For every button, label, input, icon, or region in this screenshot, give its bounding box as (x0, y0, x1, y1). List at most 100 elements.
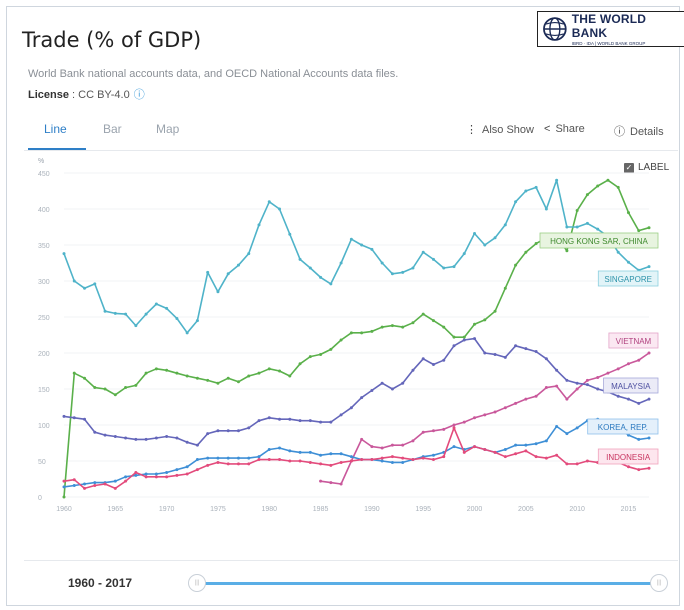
data-point (442, 358, 446, 362)
x-tick-label: 2005 (518, 506, 534, 513)
data-point (206, 456, 210, 460)
data-point (575, 426, 579, 430)
data-point (462, 338, 466, 342)
series-label: SINGAPORE (604, 275, 652, 284)
data-point (267, 200, 271, 204)
data-point (544, 439, 548, 443)
label-toggle-text: LABEL (638, 162, 670, 173)
data-point (236, 429, 240, 433)
details-button[interactable]: ⓘ Details (614, 123, 664, 139)
data-point (62, 479, 66, 483)
data-point (134, 324, 138, 328)
data-point (349, 459, 353, 463)
data-point (585, 383, 589, 387)
data-point (514, 344, 518, 348)
data-point (575, 208, 579, 212)
y-tick-label: 0 (38, 495, 42, 502)
data-point (93, 483, 97, 487)
data-point (247, 456, 251, 460)
share-button[interactable]: < Share (544, 123, 585, 135)
y-tick-label: 300 (38, 279, 50, 286)
data-point (216, 460, 220, 464)
data-point (616, 367, 620, 371)
data-point (421, 430, 425, 434)
label-toggle[interactable]: ✓ LABEL (624, 162, 669, 173)
data-point (206, 463, 210, 467)
data-point (360, 331, 364, 335)
data-point (144, 475, 148, 479)
data-point (278, 446, 282, 450)
year-range-slider[interactable] (196, 582, 658, 585)
tab-line[interactable]: Line (44, 122, 67, 136)
slider-start-handle[interactable]: ||| (188, 574, 206, 592)
data-point (339, 460, 343, 464)
data-point (83, 376, 87, 380)
y-tick-label: 450 (38, 171, 50, 178)
data-point (473, 337, 477, 341)
data-point (144, 312, 148, 316)
data-point (421, 250, 425, 254)
data-point (298, 450, 302, 454)
also-show-button[interactable]: ⋮ Also Show (466, 123, 534, 136)
data-point (390, 324, 394, 328)
data-point (103, 387, 107, 391)
data-point (380, 456, 384, 460)
data-point (452, 426, 456, 430)
also-show-label: Also Show (482, 124, 534, 136)
data-point (298, 419, 302, 423)
data-point (493, 450, 497, 454)
x-tick-label: 1980 (261, 506, 277, 513)
data-point (72, 416, 76, 420)
data-point (113, 393, 117, 397)
data-point (452, 265, 456, 269)
x-tick-label: 1975 (210, 506, 226, 513)
data-point (298, 362, 302, 366)
data-point (72, 371, 76, 375)
data-point (452, 335, 456, 339)
series-label: INDONESIA (606, 453, 651, 462)
data-point (93, 282, 97, 286)
data-point (83, 417, 87, 421)
data-point (226, 462, 230, 466)
data-point (493, 352, 497, 356)
data-point (575, 387, 579, 391)
data-point (124, 386, 128, 390)
series-line (63, 337, 650, 446)
data-point (124, 312, 128, 316)
x-tick-label: 2015 (621, 506, 637, 513)
data-point (431, 319, 435, 323)
info-icon[interactable]: ⓘ (133, 89, 145, 101)
data-point (401, 456, 405, 460)
x-tick-label: 1995 (415, 506, 431, 513)
data-point (421, 456, 425, 460)
data-point (319, 275, 323, 279)
tab-map[interactable]: Map (156, 122, 180, 136)
license-line: License : CC BY-4.0 ⓘ (28, 86, 145, 102)
data-point (62, 414, 66, 418)
data-point (462, 420, 466, 424)
series-line (63, 179, 650, 334)
data-point (626, 465, 630, 469)
data-point (380, 381, 384, 385)
data-point (329, 347, 333, 351)
data-point (585, 221, 589, 225)
data-point (113, 486, 117, 490)
data-point (493, 410, 497, 414)
data-point (524, 250, 528, 254)
data-point (483, 318, 487, 322)
data-point (267, 447, 271, 451)
data-point (473, 231, 477, 235)
tab-bar-chart[interactable]: Bar (103, 122, 122, 136)
data-point (390, 460, 394, 464)
slider-end-handle[interactable]: ||| (650, 574, 668, 592)
data-point (247, 252, 251, 256)
data-point (503, 286, 507, 290)
data-point (431, 453, 435, 457)
data-point (257, 419, 261, 423)
series-label-box (597, 448, 659, 465)
data-point (257, 458, 261, 462)
data-point (534, 242, 538, 246)
data-point (154, 436, 158, 440)
data-point (319, 453, 323, 457)
data-point (647, 466, 651, 470)
